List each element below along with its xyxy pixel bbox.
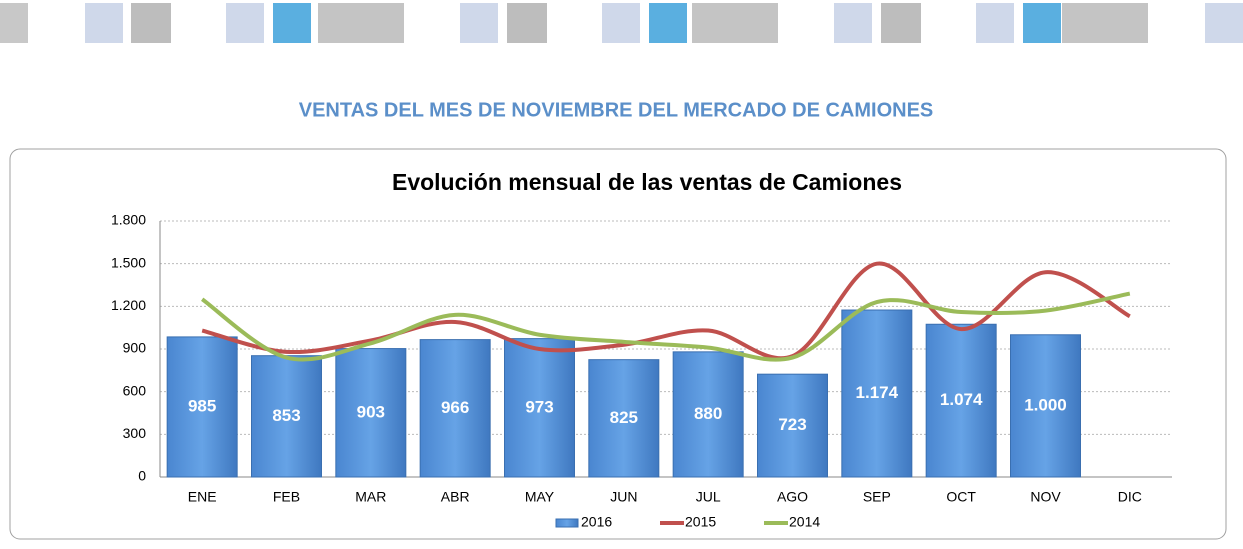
plot: 0 300 600 900 1.200 1.500 1.800 ENE FEB MAR ABR MAY… [111,212,1172,530]
data-label: 985 [188,396,216,415]
bar [166,336,238,478]
bar [251,355,322,478]
data-label: 723 [778,415,806,434]
y-tick-label: 600 [123,382,147,398]
chart-title: Evolución mensual de las ventas de Camio… [392,169,902,195]
bar [588,359,660,478]
y-tick-label: 1.200 [111,297,146,313]
x-tick-label: DIC [1118,489,1142,505]
x-tick-label: AGO [777,489,808,505]
x-tick-label: MAR [355,489,386,505]
y-tick-label: 0 [138,468,146,484]
x-tick-label: OCT [946,489,976,505]
data-label: 903 [357,402,385,421]
x-tick-label: ABR [441,489,470,505]
bar [925,323,997,478]
data-label: 1.000 [1024,395,1067,414]
bar [672,351,744,478]
legend-label: 2016 [581,514,612,530]
page-title: VENTAS DEL MES DE NOVIEMBRE DEL MERCADO … [299,99,934,121]
data-label: 1.074 [940,390,983,409]
legend-swatch [555,518,579,528]
data-label: 853 [272,406,300,425]
legend-label: 2015 [685,514,716,530]
legend-label: 2014 [789,514,820,530]
line [201,291,1131,362]
x-tick-label: FEB [273,489,300,505]
data-label: 825 [610,408,638,427]
y-tick-label: 300 [123,425,147,441]
bar [757,373,828,478]
bar [1010,334,1081,478]
x-tick-label: ENE [188,489,217,505]
x-tick-label: SEP [863,489,891,505]
y-tick-label: 1.800 [111,212,146,228]
bar [335,348,407,478]
x-tick-label: NOV [1030,489,1061,505]
y-tick-label: 900 [123,340,147,356]
x-tick-label: JUN [610,489,637,505]
data-label: 1.174 [856,383,899,402]
x-tick-label: JUL [696,489,721,505]
bar [504,338,575,478]
line [201,261,1131,361]
bar [419,339,491,478]
y-tick-label: 1.500 [111,254,146,270]
data-label: 966 [441,398,469,417]
x-tick-label: MAY [525,489,555,505]
bar [841,309,913,478]
data-label: 880 [694,404,722,423]
banner [0,3,1243,43]
data-label: 973 [525,397,553,416]
